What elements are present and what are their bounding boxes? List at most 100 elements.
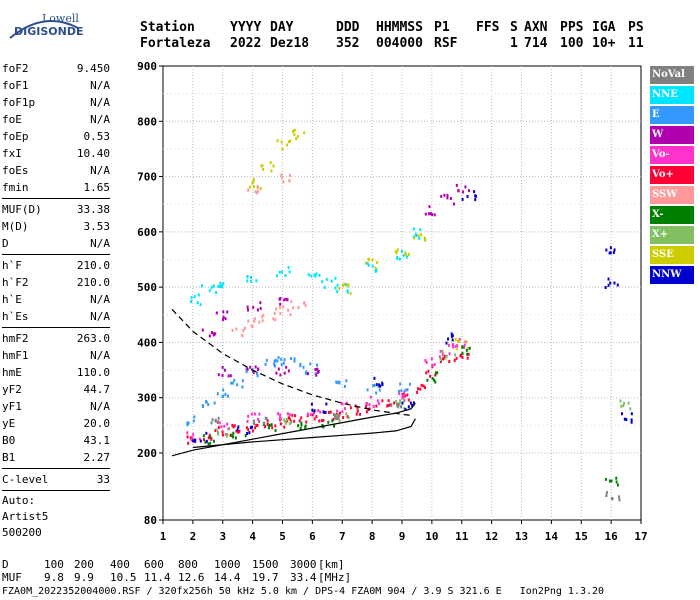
data-point [376,260,379,264]
muf-value: [MHz] [318,571,352,584]
data-point [427,369,430,373]
param-row: B1 2.27 [2,449,110,466]
param-name: foF1p [2,96,36,109]
data-point [269,161,272,165]
data-point [214,332,217,336]
data-point [226,422,229,426]
param-separator [2,254,110,255]
data-point [468,346,471,350]
data-point [257,189,260,193]
data-point [214,428,217,432]
data-point [375,391,378,395]
data-point [293,133,296,137]
data-point [300,416,303,420]
data-point [451,343,454,347]
distance-value: [km] [318,558,345,571]
data-point [283,418,286,422]
data-point [318,273,321,277]
data-point [255,371,258,375]
data-point [376,399,379,403]
data-point [349,406,352,410]
param-value: 33 [96,473,110,486]
data-point [623,417,626,421]
data-point [338,411,341,415]
x-tick-label: 15 [575,530,588,543]
param-row: h`E N/A [2,291,110,308]
data-point [198,437,201,441]
data-point [275,307,278,311]
data-point [379,384,382,388]
data-point [616,283,619,287]
data-point [190,300,193,304]
data-point [224,392,227,396]
param-name: hmF1 [2,349,29,362]
data-point [283,298,286,302]
data-point [316,363,319,367]
data-point [396,404,399,408]
x-tick-label: 17 [634,530,647,543]
x-tick-label: 13 [515,530,528,543]
data-point [605,248,608,252]
data-point [322,425,325,429]
data-point [416,390,419,394]
data-point [215,428,218,432]
data-point [221,430,224,434]
data-point [373,376,376,380]
values-9: 100 [560,36,584,51]
data-point [406,388,409,392]
param-value: 43.1 [83,434,111,447]
data-point [454,344,457,348]
data-point [246,432,249,436]
data-point [258,420,261,424]
data-point [429,374,432,378]
data-point [414,232,417,236]
data-point [254,190,257,194]
data-point [216,392,219,396]
distance-value: 3000 [290,558,317,571]
data-point [254,365,257,369]
data-point [241,385,244,389]
data-point [465,348,468,352]
distance-label: D [2,558,9,571]
param-name: yF1 [2,400,22,413]
data-point [407,252,410,256]
data-point [609,281,612,285]
labels-10: IGA [592,20,616,35]
x-tick-label: 11 [455,530,469,543]
data-point [462,190,465,194]
data-point [235,327,238,331]
data-point [241,334,244,338]
data-point [404,253,407,257]
data-point [463,345,466,349]
data-point [286,298,289,302]
data-point [336,409,339,413]
data-point [251,325,254,329]
data-point [458,337,461,341]
data-point [287,308,290,312]
data-point [199,439,202,443]
param-value: 33.38 [76,203,110,216]
data-point [221,365,224,369]
data-point [446,196,449,200]
data-point [266,419,269,423]
data-point [196,301,199,305]
data-point [199,303,202,307]
data-point [280,357,283,361]
param-row: hmF2 263.0 [2,330,110,347]
param-row: D N/A [2,235,110,252]
param-separator [2,198,110,199]
param-value: 3.53 [83,220,111,233]
labels-6: FFS [476,20,500,35]
data-point [282,305,285,309]
data-point [247,414,250,418]
data-point [295,137,298,141]
param-row: foF1p N/A [2,94,110,111]
data-point [267,426,270,430]
data-point [265,358,268,362]
data-point [439,360,442,364]
data-point [461,355,464,359]
param-row: hmF1 N/A [2,347,110,364]
data-point [300,421,303,425]
data-point [336,290,339,294]
x-tick-label: 1 [160,530,167,543]
